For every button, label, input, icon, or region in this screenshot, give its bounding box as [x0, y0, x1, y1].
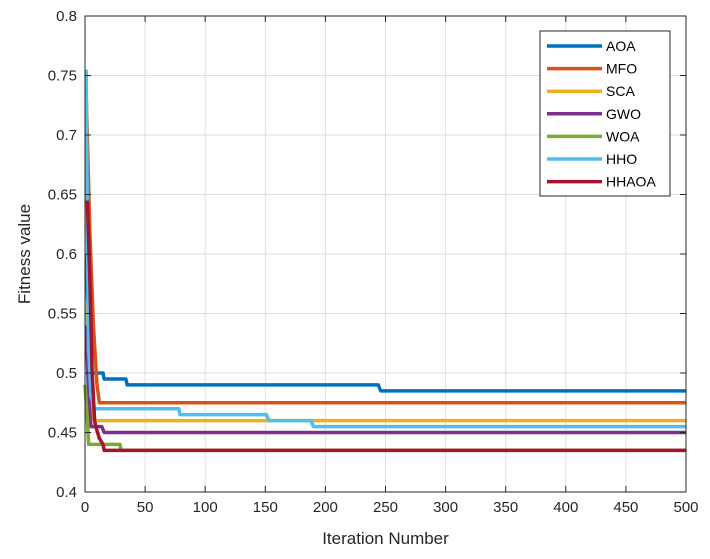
- x-tick-label: 0: [81, 499, 89, 516]
- x-tick-label: 500: [673, 499, 698, 516]
- x-tick-label: 150: [253, 499, 278, 516]
- x-tick-label: 250: [373, 499, 398, 516]
- y-tick-label: 0.65: [48, 187, 77, 204]
- legend-label-aoa: AOA: [606, 38, 636, 54]
- y-tick-label: 0.45: [48, 425, 77, 442]
- x-tick-label: 200: [313, 499, 338, 516]
- x-tick-labels: 0 50 100 150 200 250 300 350 400 450 500: [81, 499, 699, 516]
- legend: AOA MFO SCA GWO WOA HHO HHAOA: [539, 30, 671, 197]
- x-tick-label: 350: [493, 499, 518, 516]
- x-tick-label: 400: [553, 499, 578, 516]
- legend-label-sca: SCA: [606, 83, 635, 99]
- series-line-aoa: [84, 253, 686, 393]
- y-tick-label: 0.75: [48, 68, 77, 85]
- y-tick-label: 0.8: [56, 8, 77, 25]
- series-line-hhaoa: [85, 200, 686, 453]
- series-line-hho: [84, 69, 686, 429]
- y-tick-label: 0.7: [56, 127, 77, 144]
- y-tick-label: 0.55: [48, 306, 77, 323]
- legend-label-mfo: MFO: [606, 61, 637, 77]
- y-tick-label: 0.4: [56, 484, 77, 501]
- series-lines: [83, 69, 686, 453]
- x-tick-label: 300: [433, 499, 458, 516]
- x-tick-label: 50: [137, 499, 154, 516]
- series-line-gwo: [84, 325, 686, 435]
- x-tick-label: 450: [613, 499, 638, 516]
- axis-ticks: [84, 15, 687, 493]
- y-tick-labels: 0.4 0.45 0.5 0.55 0.6 0.65 0.7 0.75 0.8: [48, 8, 77, 501]
- legend-label-hhaoa: HHAOA: [606, 174, 656, 190]
- x-tick-label: 100: [193, 499, 218, 516]
- x-axis-title: Iteration Number: [322, 529, 449, 548]
- legend-label-gwo: GWO: [606, 106, 641, 122]
- legend-label-hho: HHO: [606, 151, 637, 167]
- legend-label-woa: WOA: [606, 128, 640, 144]
- y-tick-label: 0.5: [56, 365, 77, 382]
- y-tick-label: 0.6: [56, 246, 77, 263]
- y-axis-title: Fitness value: [15, 204, 34, 304]
